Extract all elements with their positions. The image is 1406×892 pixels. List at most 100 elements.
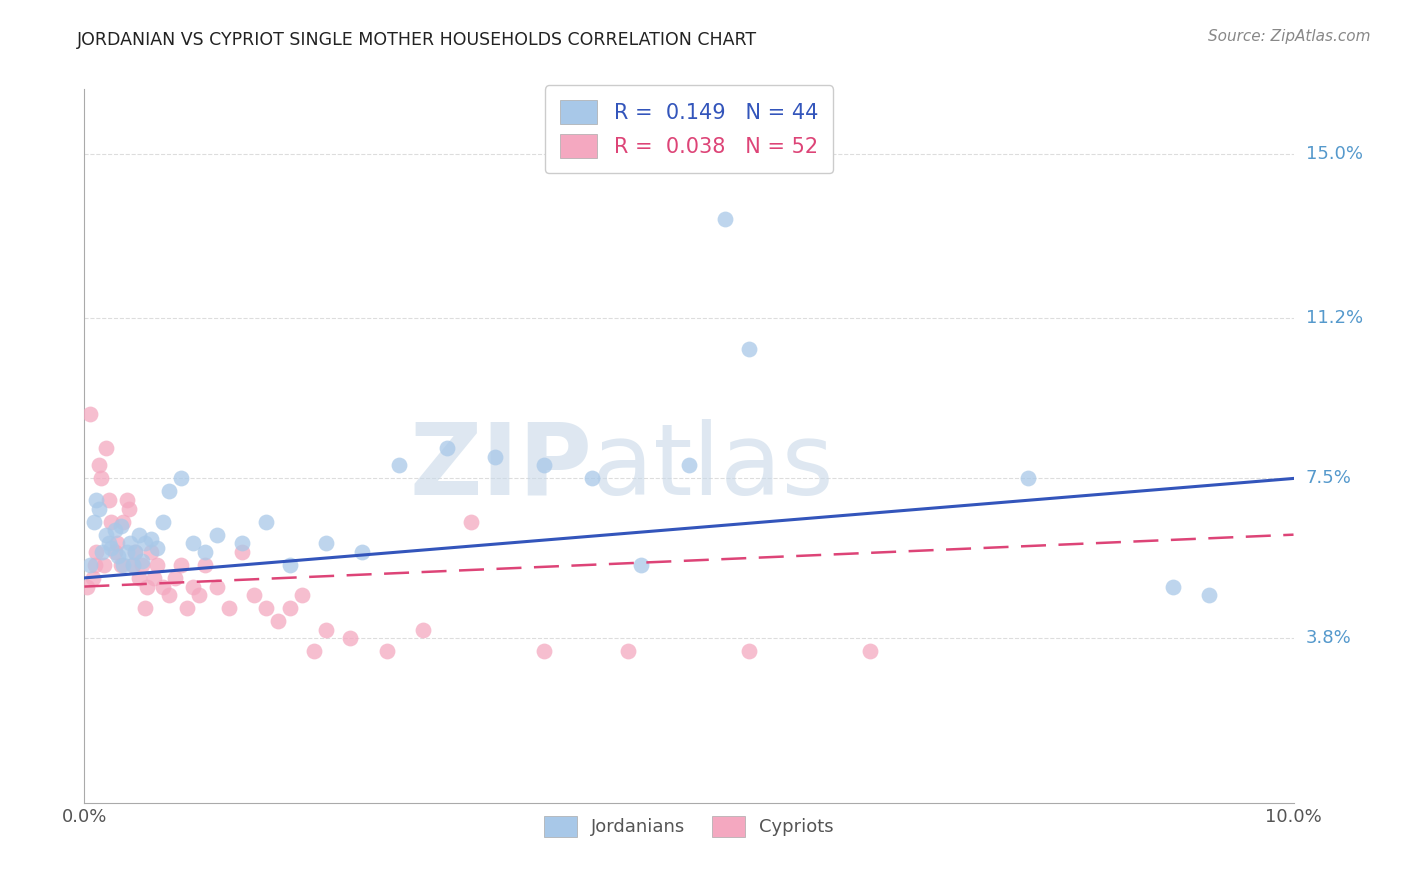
Point	[100, 515, 122, 529]
Point	[152, 580, 174, 594]
Text: Source: ZipAtlas.com: Source: ZipAtlas.com	[1208, 29, 1371, 44]
Point	[97, 536, 120, 550]
Point	[128, 571, 150, 585]
Point	[115, 493, 138, 508]
Point	[91, 545, 114, 559]
Point	[581, 471, 603, 485]
Point	[134, 601, 156, 615]
Point	[242, 588, 264, 602]
Text: 7.5%: 7.5%	[1306, 469, 1351, 487]
Point	[170, 558, 193, 572]
Point	[82, 571, 104, 585]
Point	[112, 515, 135, 529]
Point	[107, 549, 129, 564]
Point	[181, 536, 204, 550]
Point	[104, 524, 127, 538]
Point	[388, 458, 411, 473]
Point	[207, 527, 229, 541]
Text: JORDANIAN VS CYPRIOT SINGLE MOTHER HOUSEHOLDS CORRELATION CHART: JORDANIAN VS CYPRIOT SINGLE MOTHER HOUSE…	[77, 31, 758, 49]
Point	[484, 450, 506, 464]
Point	[112, 558, 135, 572]
Point	[143, 571, 166, 585]
Point	[90, 471, 112, 485]
Point	[339, 632, 361, 646]
Point	[124, 545, 146, 559]
Point	[97, 493, 120, 508]
Point	[859, 644, 882, 658]
Point	[146, 541, 169, 555]
Point	[139, 545, 162, 559]
Point	[139, 532, 162, 546]
Point	[315, 623, 337, 637]
Point	[1161, 580, 1184, 594]
Point	[131, 558, 153, 572]
Point	[231, 536, 253, 550]
Point	[131, 553, 153, 567]
Point	[267, 614, 290, 628]
Point	[678, 458, 700, 473]
Point	[714, 211, 737, 226]
Point	[533, 644, 555, 658]
Point	[76, 580, 98, 594]
Point	[157, 484, 180, 499]
Point	[110, 519, 132, 533]
Point	[188, 588, 211, 602]
Point	[100, 541, 122, 555]
Point	[617, 644, 640, 658]
Point	[460, 515, 482, 529]
Point	[533, 458, 555, 473]
Point	[165, 571, 187, 585]
Point	[436, 441, 458, 455]
Point	[86, 545, 108, 559]
Point	[93, 558, 115, 572]
Point	[115, 545, 138, 559]
Point	[146, 558, 169, 572]
Text: 11.2%: 11.2%	[1306, 310, 1362, 327]
Point	[278, 601, 301, 615]
Point	[87, 501, 110, 516]
Point	[79, 558, 101, 572]
Legend: Jordanians, Cypriots: Jordanians, Cypriots	[537, 808, 841, 844]
Point	[118, 501, 141, 516]
Point	[352, 545, 374, 559]
Point	[181, 580, 204, 594]
Text: 3.8%: 3.8%	[1306, 630, 1351, 648]
Point	[254, 601, 277, 615]
Point	[170, 471, 193, 485]
Point	[412, 623, 434, 637]
Point	[94, 527, 117, 541]
Point	[79, 407, 101, 421]
Point	[124, 545, 146, 559]
Point	[121, 558, 143, 572]
Point	[105, 536, 128, 550]
Point	[630, 558, 652, 572]
Point	[152, 515, 174, 529]
Point	[121, 558, 143, 572]
Point	[128, 527, 150, 541]
Point	[254, 515, 277, 529]
Text: atlas: atlas	[592, 419, 834, 516]
Point	[738, 342, 761, 356]
Point	[84, 558, 107, 572]
Point	[194, 558, 217, 572]
Point	[218, 601, 240, 615]
Point	[94, 441, 117, 455]
Point	[375, 644, 398, 658]
Point	[302, 644, 325, 658]
Point	[291, 588, 314, 602]
Point	[176, 601, 198, 615]
Point	[87, 458, 110, 473]
Point	[136, 580, 159, 594]
Text: 15.0%: 15.0%	[1306, 145, 1362, 163]
Point	[83, 515, 105, 529]
Point	[86, 493, 108, 508]
Point	[104, 545, 127, 559]
Point	[278, 558, 301, 572]
Point	[120, 536, 142, 550]
Point	[1198, 588, 1220, 602]
Point	[738, 644, 761, 658]
Text: ZIP: ZIP	[409, 419, 592, 516]
Point	[110, 558, 132, 572]
Point	[315, 536, 337, 550]
Point	[157, 588, 180, 602]
